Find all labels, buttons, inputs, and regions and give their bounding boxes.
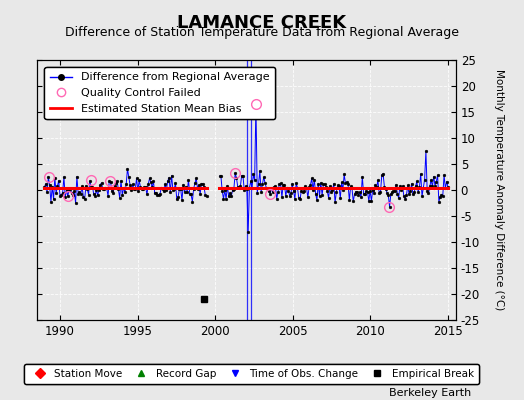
Legend: Difference from Regional Average, Quality Control Failed, Estimated Station Mean: Difference from Regional Average, Qualit… xyxy=(45,67,275,119)
Text: Difference of Station Temperature Data from Regional Average: Difference of Station Temperature Data f… xyxy=(65,26,459,39)
Text: LAMANCE CREEK: LAMANCE CREEK xyxy=(178,14,346,32)
Legend: Station Move, Record Gap, Time of Obs. Change, Empirical Break: Station Move, Record Gap, Time of Obs. C… xyxy=(24,364,479,384)
Text: Berkeley Earth: Berkeley Earth xyxy=(389,388,472,398)
Y-axis label: Monthly Temperature Anomaly Difference (°C): Monthly Temperature Anomaly Difference (… xyxy=(494,69,504,311)
